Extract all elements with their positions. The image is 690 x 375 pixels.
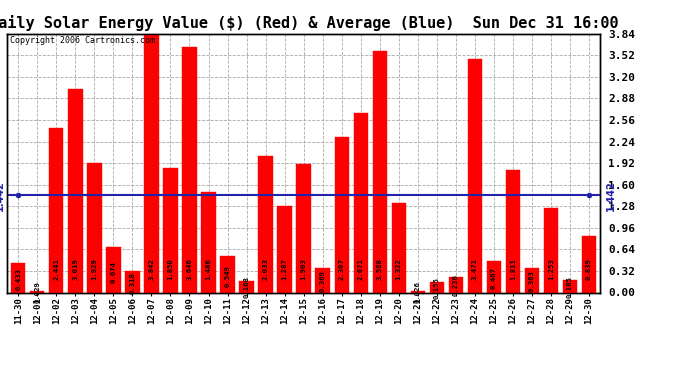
Bar: [353, 112, 368, 292]
Bar: [277, 206, 292, 292]
Bar: [126, 271, 139, 292]
Text: 3.019: 3.019: [72, 258, 79, 280]
Text: 0.369: 0.369: [319, 270, 326, 292]
Text: 0.318: 0.318: [130, 272, 135, 294]
Text: 1.442: 1.442: [607, 180, 616, 211]
Bar: [524, 268, 539, 292]
Bar: [468, 58, 482, 292]
Bar: [68, 89, 83, 292]
Bar: [164, 168, 177, 292]
Text: 0.363: 0.363: [529, 270, 535, 292]
Text: 0.168: 0.168: [244, 276, 250, 298]
Bar: [182, 47, 197, 292]
Bar: [391, 203, 406, 292]
Bar: [259, 156, 273, 292]
Bar: [373, 51, 387, 292]
Bar: [486, 261, 501, 292]
Text: 2.033: 2.033: [263, 258, 268, 280]
Text: 0.674: 0.674: [110, 261, 117, 283]
Bar: [506, 171, 520, 292]
Text: 1.811: 1.811: [510, 258, 516, 280]
Text: 1.929: 1.929: [91, 258, 97, 280]
Text: 0.155: 0.155: [434, 277, 440, 299]
Bar: [430, 282, 444, 292]
Bar: [563, 280, 577, 292]
Text: 0.549: 0.549: [224, 265, 230, 287]
Bar: [49, 128, 63, 292]
Text: 3.471: 3.471: [472, 258, 477, 280]
Text: 0.839: 0.839: [586, 258, 592, 280]
Text: 0.433: 0.433: [15, 268, 21, 290]
Bar: [239, 281, 254, 292]
Text: 1.442: 1.442: [0, 180, 5, 211]
Text: 2.441: 2.441: [53, 258, 59, 280]
Bar: [582, 236, 596, 292]
Text: 0.467: 0.467: [491, 267, 497, 289]
Text: 1.903: 1.903: [301, 258, 306, 280]
Text: 1.287: 1.287: [282, 258, 288, 280]
Text: 0.185: 0.185: [567, 276, 573, 298]
Text: 3.842: 3.842: [148, 258, 155, 280]
Bar: [297, 164, 310, 292]
Bar: [544, 208, 558, 292]
Text: 1.253: 1.253: [548, 258, 554, 280]
Text: 3.588: 3.588: [377, 258, 383, 280]
Text: 0.026: 0.026: [415, 281, 421, 303]
Bar: [448, 277, 463, 292]
Text: Copyright 2006 Cartronics.com: Copyright 2006 Cartronics.com: [10, 36, 155, 45]
Bar: [11, 263, 26, 292]
Text: Daily Solar Energy Value ($) (Red) & Average (Blue)  Sun Dec 31 16:00: Daily Solar Energy Value ($) (Red) & Ave…: [0, 15, 618, 31]
Bar: [87, 162, 101, 292]
Bar: [30, 291, 44, 292]
Bar: [315, 268, 330, 292]
Bar: [220, 255, 235, 292]
Bar: [411, 291, 425, 292]
Bar: [201, 192, 216, 292]
Text: 1.850: 1.850: [168, 258, 173, 280]
Bar: [144, 34, 159, 292]
Text: 0.236: 0.236: [453, 274, 459, 296]
Text: 2.307: 2.307: [339, 258, 344, 280]
Bar: [106, 247, 121, 292]
Text: 1.486: 1.486: [206, 258, 212, 280]
Text: 2.671: 2.671: [357, 258, 364, 280]
Bar: [335, 137, 348, 292]
Text: 1.322: 1.322: [395, 258, 402, 280]
Text: 0.029: 0.029: [34, 280, 40, 303]
Text: 3.646: 3.646: [186, 258, 193, 280]
